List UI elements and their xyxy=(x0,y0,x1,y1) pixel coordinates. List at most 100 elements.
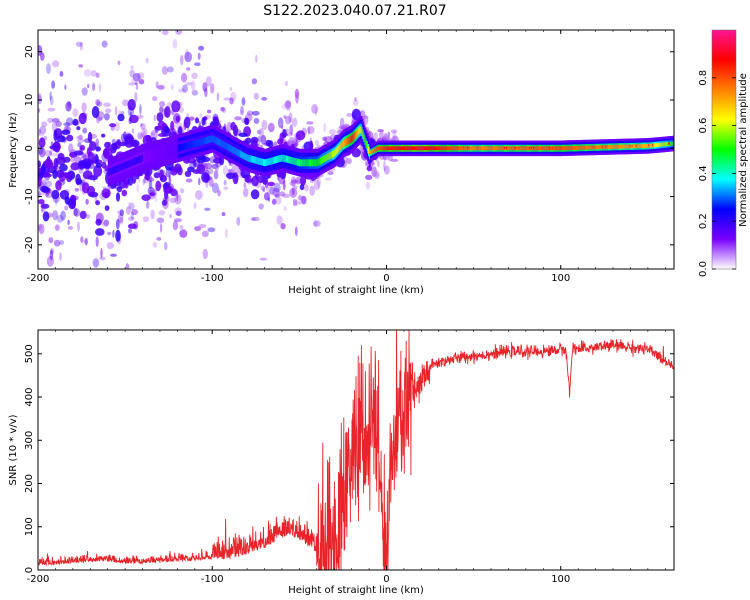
heatmap-cell xyxy=(217,189,222,197)
colorbar-label: Normalized spectral amplitude xyxy=(738,73,749,227)
heatmap-cell xyxy=(74,188,80,192)
heatmap-cell xyxy=(48,237,54,244)
heatmap-cell xyxy=(399,146,401,151)
heatmap-cell xyxy=(52,169,58,179)
heatmap-cell xyxy=(464,146,466,151)
heatmap-cell xyxy=(598,145,600,150)
heatmap-cell xyxy=(369,149,371,157)
spectrogram-x-tick-label: -200 xyxy=(27,273,50,284)
heatmap-cell xyxy=(173,218,182,223)
heatmap-cell xyxy=(325,154,327,162)
heatmap-cell xyxy=(418,146,420,151)
heatmap-cell xyxy=(239,150,241,158)
heatmap-cell xyxy=(139,104,142,115)
heatmap-cell xyxy=(78,64,83,68)
heatmap-cell xyxy=(131,159,134,166)
heatmap-cell xyxy=(234,116,242,121)
heatmap-cell xyxy=(622,144,624,149)
heatmap-cell xyxy=(630,144,632,149)
heatmap-cell xyxy=(342,140,345,147)
heatmap-cell xyxy=(110,167,113,175)
heatmap-cell xyxy=(409,146,412,151)
heatmap-cell xyxy=(616,144,619,149)
heatmap-cell xyxy=(488,146,490,151)
heatmap-cell xyxy=(127,99,136,111)
heatmap-cell xyxy=(86,185,96,197)
heatmap-cell xyxy=(298,158,300,166)
heatmap-cell xyxy=(142,178,145,185)
heatmap-cell xyxy=(536,146,538,151)
heatmap-cell xyxy=(221,140,224,148)
heatmap-cell xyxy=(129,159,132,167)
heatmap-cell xyxy=(376,147,378,151)
heatmap-cell xyxy=(159,174,167,183)
heatmap-cell xyxy=(659,142,662,147)
heatmap-cell xyxy=(439,146,441,151)
heatmap-cell xyxy=(561,146,563,151)
heatmap-cell xyxy=(220,107,225,112)
heatmap-cell xyxy=(612,144,615,149)
heatmap-cell xyxy=(250,189,260,200)
heatmap-cell xyxy=(258,157,260,165)
heatmap-cell xyxy=(191,80,196,91)
heatmap-cell xyxy=(128,201,131,210)
heatmap-cell xyxy=(308,159,310,167)
heatmap-cell xyxy=(41,121,48,128)
heatmap-cell xyxy=(95,138,100,147)
heatmap-cell xyxy=(667,142,669,147)
heatmap-cell xyxy=(571,146,574,150)
heatmap-cell xyxy=(202,248,208,260)
heatmap-cell xyxy=(361,115,369,119)
heatmap-cell xyxy=(134,82,138,86)
heatmap-cell xyxy=(134,91,138,103)
heatmap-cell xyxy=(92,82,96,92)
snr-y-tick-label: 400 xyxy=(24,387,35,406)
heatmap-cell xyxy=(617,144,620,149)
heatmap-cell xyxy=(260,158,262,166)
heatmap-cell xyxy=(51,189,60,200)
heatmap-cell xyxy=(73,208,81,217)
heatmap-cell xyxy=(153,148,156,162)
heatmap-cell xyxy=(138,156,140,164)
heatmap-cell xyxy=(226,143,229,151)
heatmap-cell xyxy=(167,66,174,73)
heatmap-cell xyxy=(291,188,295,196)
heatmap-cell xyxy=(40,185,49,193)
heatmap-cell xyxy=(169,214,172,219)
heatmap-cell xyxy=(151,149,154,162)
heatmap-cell xyxy=(201,138,204,146)
heatmap-cell xyxy=(222,165,229,176)
heatmap-cell xyxy=(142,154,144,162)
heatmap-cell xyxy=(182,84,188,93)
heatmap-cell xyxy=(562,146,565,151)
heatmap-cell xyxy=(237,149,239,157)
snr-frame xyxy=(37,329,675,571)
heatmap-cell xyxy=(207,136,209,144)
heatmap-cell xyxy=(637,144,640,149)
heatmap-cell xyxy=(271,198,277,205)
heatmap-cell xyxy=(568,146,571,150)
heatmap-cell xyxy=(68,143,74,154)
heatmap-cell xyxy=(273,182,281,193)
heatmap-cell xyxy=(129,202,135,211)
heatmap-cell xyxy=(608,145,611,149)
heatmap-cell xyxy=(633,144,636,149)
heatmap-cell xyxy=(311,104,319,114)
heatmap-cell xyxy=(625,144,627,149)
heatmap-cell xyxy=(40,203,50,209)
heatmap-cell xyxy=(501,146,504,151)
heatmap-cell xyxy=(196,163,205,175)
spectrogram-y-tick-label: -10 xyxy=(24,188,35,204)
heatmap-cell xyxy=(401,146,404,151)
heatmap-cell xyxy=(365,141,368,148)
heatmap-cell xyxy=(318,158,321,166)
heatmap-cell xyxy=(141,194,151,201)
heatmap-cell xyxy=(544,146,547,151)
heatmap-cell xyxy=(209,136,211,143)
heatmap-cell xyxy=(260,134,267,145)
heatmap-cell xyxy=(284,155,286,163)
heatmap-cell xyxy=(280,155,282,162)
heatmap-cell xyxy=(153,172,160,179)
heatmap-cell xyxy=(292,185,298,190)
